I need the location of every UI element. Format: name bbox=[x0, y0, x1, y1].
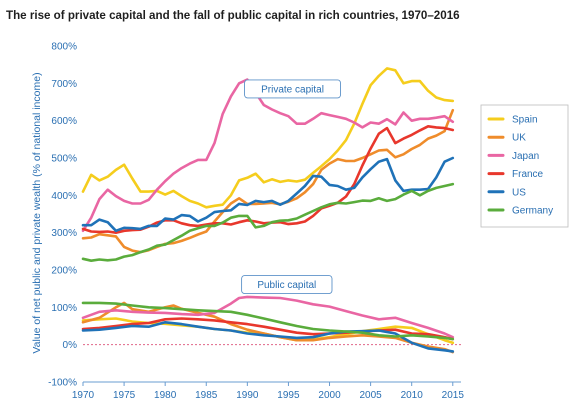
legend-label-uk: UK bbox=[512, 133, 526, 144]
x-tick-label: 2005 bbox=[359, 390, 382, 401]
y-tick-label: 200% bbox=[51, 266, 77, 277]
x-tick-label: 2000 bbox=[318, 390, 341, 401]
japan-public-capital-line bbox=[81, 295, 455, 339]
x-tick-label: 1985 bbox=[195, 390, 218, 401]
chart-title: The rise of private capital and the fall… bbox=[6, 9, 460, 22]
x-tick-label: 1980 bbox=[154, 390, 177, 401]
spain-private-capital-line bbox=[81, 67, 455, 209]
germany-private-capital-line bbox=[81, 182, 455, 263]
x-tick-label: 2015 bbox=[442, 390, 465, 401]
legend-label-france: France bbox=[512, 169, 544, 180]
series-lines bbox=[81, 67, 455, 354]
y-tick-label: 700% bbox=[51, 79, 77, 90]
x-tick-label: 2010 bbox=[401, 390, 424, 401]
legend-label-japan: Japan bbox=[512, 151, 539, 162]
legend-label-spain: Spain bbox=[512, 115, 538, 126]
x-tick-label: 1970 bbox=[72, 390, 95, 401]
x-tick-label: 1990 bbox=[236, 390, 259, 401]
private-capital-annotation-box bbox=[244, 79, 341, 99]
axes: -100% 0% 100% 200% 300% 400% 500% 600% 700% 800% 1… bbox=[48, 42, 464, 402]
legend-label-us: US bbox=[512, 187, 526, 198]
y-tick-label: 100% bbox=[51, 303, 77, 314]
y-tick-label: 600% bbox=[51, 116, 77, 127]
y-axis-label: Value of net public and private wealth (… bbox=[31, 72, 43, 353]
y-tick-label: 0% bbox=[63, 340, 78, 351]
germany-public-capital-line bbox=[81, 301, 455, 341]
y-tick-label: 800% bbox=[51, 42, 77, 53]
legend: Spain UK Japan France US Germany bbox=[480, 104, 569, 228]
us-private-capital-line bbox=[81, 156, 455, 233]
uk-public-capital-line bbox=[81, 301, 455, 354]
y-tick-label: 500% bbox=[51, 154, 77, 165]
public-capital-annotation: Public capital bbox=[257, 280, 316, 291]
x-tick-label: 1995 bbox=[277, 390, 300, 401]
annotations: Private capital Public capital bbox=[241, 79, 341, 295]
x-tick-label: 1975 bbox=[113, 390, 136, 401]
public-capital-annotation-box bbox=[241, 275, 333, 295]
y-tick-label: 400% bbox=[51, 191, 77, 202]
legend-label-germany: Germany bbox=[512, 206, 553, 217]
legend-box bbox=[480, 104, 569, 228]
france-public-capital-line bbox=[81, 317, 455, 341]
japan-private-capital-line bbox=[81, 78, 455, 233]
private-capital-annotation: Private capital bbox=[261, 84, 324, 95]
y-tick-label: -100% bbox=[48, 378, 77, 389]
y-tick-label: 300% bbox=[51, 228, 77, 239]
